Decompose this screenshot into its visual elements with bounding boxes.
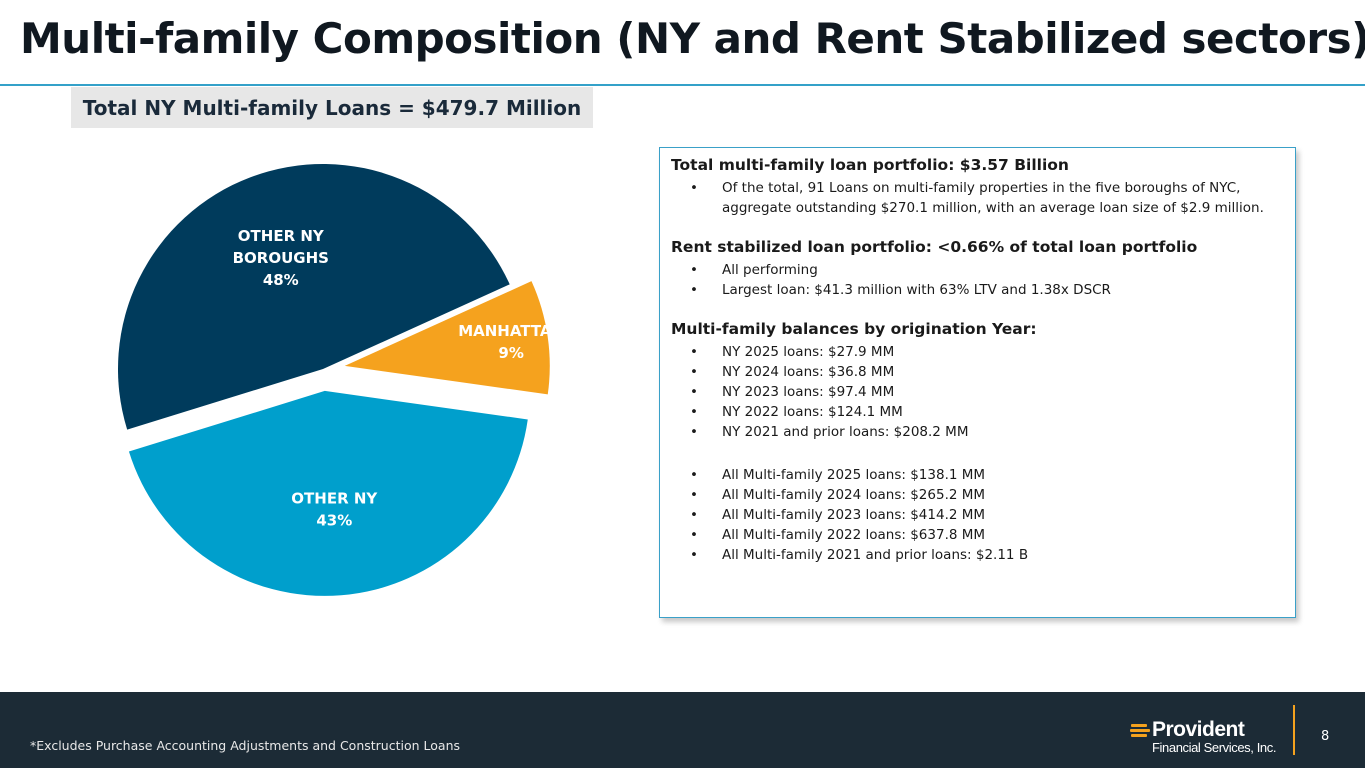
pie-slice <box>344 281 550 395</box>
footnote: *Excludes Purchase Accounting Adjustment… <box>30 738 461 753</box>
pie-slice <box>128 390 528 596</box>
info-bullet-item: All Multi-family 2021 and prior loans: $… <box>671 545 1285 565</box>
info-bullet-item: All Multi-family 2023 loans: $414.2 MM <box>671 505 1285 525</box>
provident-logo: Provident Financial Services, Inc. <box>1130 718 1290 756</box>
pie-slice-percent: 43% <box>316 511 352 529</box>
logo-name: Provident <box>1152 718 1245 741</box>
chart-subtitle: Total NY Multi-family Loans = $479.7 Mil… <box>71 87 593 128</box>
logo-subtitle: Financial Services, Inc. <box>1152 740 1277 755</box>
pie-slice-percent: 9% <box>498 344 523 362</box>
info-section-heading: Total multi-family loan portfolio: $3.57… <box>671 156 1069 174</box>
title-divider <box>0 84 1365 86</box>
info-bullet-item: Largest loan: $41.3 million with 63% LTV… <box>671 280 1285 300</box>
info-bullet-item: Of the total, 91 Loans on multi-family p… <box>671 178 1285 218</box>
provident-logo-icon <box>1130 724 1152 742</box>
page-number: 8 <box>1321 729 1330 744</box>
info-bullet-list: All Multi-family 2025 loans: $138.1 MMAl… <box>671 465 1285 565</box>
info-bullet-item: NY 2023 loans: $97.4 MM <box>671 382 1285 402</box>
info-bullet-item: NY 2024 loans: $36.8 MM <box>671 362 1285 382</box>
info-section-heading: Multi-family balances by origination Yea… <box>671 320 1037 338</box>
info-bullet-item: NY 2022 loans: $124.1 MM <box>671 402 1285 422</box>
pie-slice-label: OTHER NY 43% <box>291 489 378 529</box>
page-title: Multi-family Composition (NY and Rent St… <box>20 14 1365 63</box>
info-bullet-item: All Multi-family 2024 loans: $265.2 MM <box>671 485 1285 505</box>
info-bullet-list: All performingLargest loan: $41.3 millio… <box>671 260 1285 300</box>
info-bullet-item: All Multi-family 2022 loans: $637.8 MM <box>671 525 1285 545</box>
pie-slice-label: OTHER NY BOROUGHS 48% <box>233 227 329 289</box>
pie-slice-name: OTHER NY <box>291 489 378 507</box>
info-section: Rent stabilized loan portfolio: <0.66% o… <box>671 238 1285 300</box>
pie-slice-name: BOROUGHS <box>233 249 329 267</box>
pie-slice-label: MANHATTAN 9% <box>458 322 564 362</box>
info-bullet-item: NY 2025 loans: $27.9 MM <box>671 342 1285 362</box>
info-bullet-item: All performing <box>671 260 1285 280</box>
info-bullet-list: Of the total, 91 Loans on multi-family p… <box>671 178 1285 218</box>
logo-divider <box>1293 705 1295 755</box>
info-section: Multi-family balances by origination Yea… <box>671 320 1285 565</box>
info-section-heading: Rent stabilized loan portfolio: <0.66% o… <box>671 238 1198 256</box>
info-box: Total multi-family loan portfolio: $3.57… <box>659 147 1296 618</box>
info-bullet-item: NY 2021 and prior loans: $208.2 MM <box>671 422 1285 442</box>
footer: *Excludes Purchase Accounting Adjustment… <box>0 692 1365 768</box>
info-bullet-list: NY 2025 loans: $27.9 MMNY 2024 loans: $3… <box>671 342 1285 442</box>
pie-chart: OTHER NY 43% OTHER NY BOROUGHS 48% MANHATTAN 9… <box>117 163 564 596</box>
pie-slice-name: OTHER NY <box>238 227 325 245</box>
info-section: Total multi-family loan portfolio: $3.57… <box>671 156 1285 218</box>
pie-slice-percent: 48% <box>263 271 299 289</box>
pie-slice <box>117 163 510 430</box>
info-bullet-item: All Multi-family 2025 loans: $138.1 MM <box>671 465 1285 485</box>
pie-slice-name: MANHATTAN <box>458 322 564 340</box>
